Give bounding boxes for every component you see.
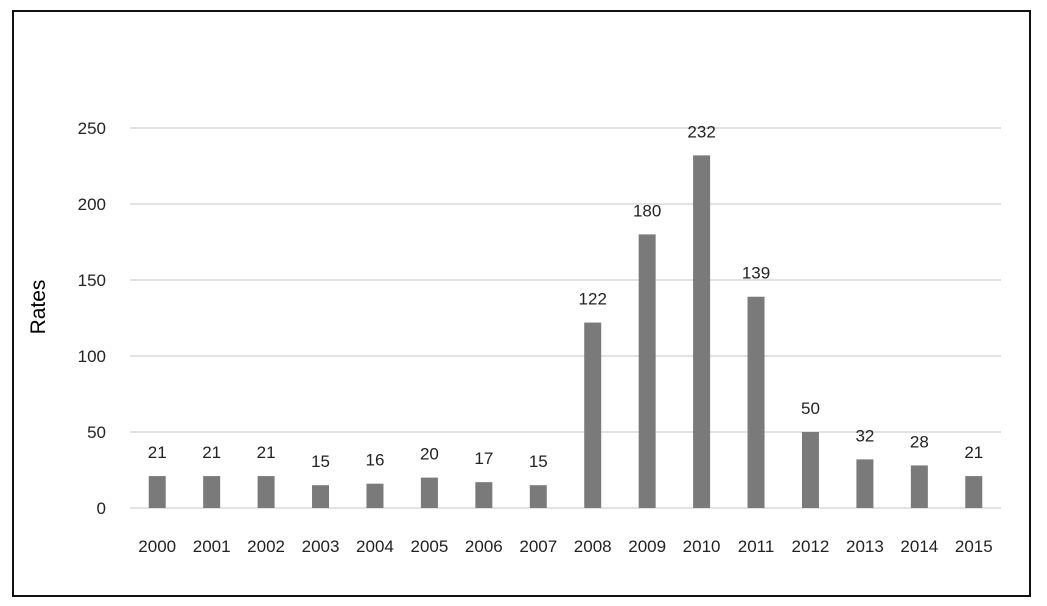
- bar: [366, 483, 384, 508]
- bar: [584, 322, 602, 508]
- x-axis-ticks: 2000 2001 2002 2003 2004 2005 2006 2007 2008 2009…: [138, 537, 992, 556]
- data-label: 20: [420, 445, 439, 464]
- x-tick-label: 2001: [193, 537, 231, 556]
- bar: [747, 296, 765, 508]
- x-tick-label: 2013: [846, 537, 884, 556]
- data-label: 28: [910, 432, 929, 451]
- data-label: 21: [148, 443, 167, 462]
- x-tick-label: 2006: [465, 537, 503, 556]
- data-label: 139: [742, 264, 770, 283]
- x-tick-label: 2009: [628, 537, 666, 556]
- data-label: 16: [366, 451, 385, 470]
- y-tick-label: 0: [97, 499, 106, 518]
- x-tick-label: 2008: [574, 537, 612, 556]
- data-label: 50: [801, 399, 820, 418]
- bars: [148, 155, 983, 509]
- y-axis-label: Rates: [27, 280, 50, 335]
- gridlines: [130, 127, 1001, 509]
- x-tick-label: 2014: [900, 537, 938, 556]
- data-label: 232: [687, 122, 715, 141]
- x-tick-label: 2002: [247, 537, 285, 556]
- x-tick-label: 2005: [410, 537, 448, 556]
- data-label: 21: [202, 443, 221, 462]
- y-tick-label: 250: [78, 119, 106, 138]
- data-labels: 21 21 21 15 16 20 17 15 122 180 232 139 50 32 28 21: [148, 122, 983, 471]
- x-tick-label: 2000: [138, 537, 176, 556]
- data-label: 180: [633, 201, 661, 220]
- bar: [148, 476, 166, 508]
- bar: [257, 476, 275, 508]
- y-tick-label: 100: [78, 347, 106, 366]
- x-tick-label: 2003: [302, 537, 340, 556]
- bar: [965, 476, 983, 508]
- data-label: 21: [964, 443, 983, 462]
- data-label: 15: [311, 452, 330, 471]
- x-tick-label: 2012: [792, 537, 830, 556]
- x-tick-label: 2011: [738, 537, 775, 556]
- bar: [420, 477, 438, 508]
- y-axis-ticks: 0 50 100 150 200 250: [78, 119, 106, 518]
- data-label: 21: [257, 443, 276, 462]
- y-tick-label: 200: [78, 195, 106, 214]
- bar: [801, 432, 819, 508]
- data-label: 15: [529, 452, 548, 471]
- bar: [203, 476, 221, 508]
- y-tick-label: 150: [78, 271, 106, 290]
- bar: [638, 234, 656, 508]
- x-tick-label: 2015: [955, 537, 993, 556]
- bar: [856, 459, 874, 508]
- bar: [475, 482, 493, 508]
- data-label: 32: [855, 426, 874, 445]
- bar: [693, 155, 711, 509]
- bar: [529, 485, 547, 508]
- x-tick-label: 2004: [356, 537, 394, 556]
- bar: [910, 465, 928, 508]
- x-tick-label: 2007: [519, 537, 557, 556]
- bar: [312, 485, 330, 508]
- y-tick-label: 50: [87, 423, 106, 442]
- data-label: 17: [474, 449, 493, 468]
- x-tick-label: 2010: [683, 537, 721, 556]
- data-label: 122: [579, 290, 607, 309]
